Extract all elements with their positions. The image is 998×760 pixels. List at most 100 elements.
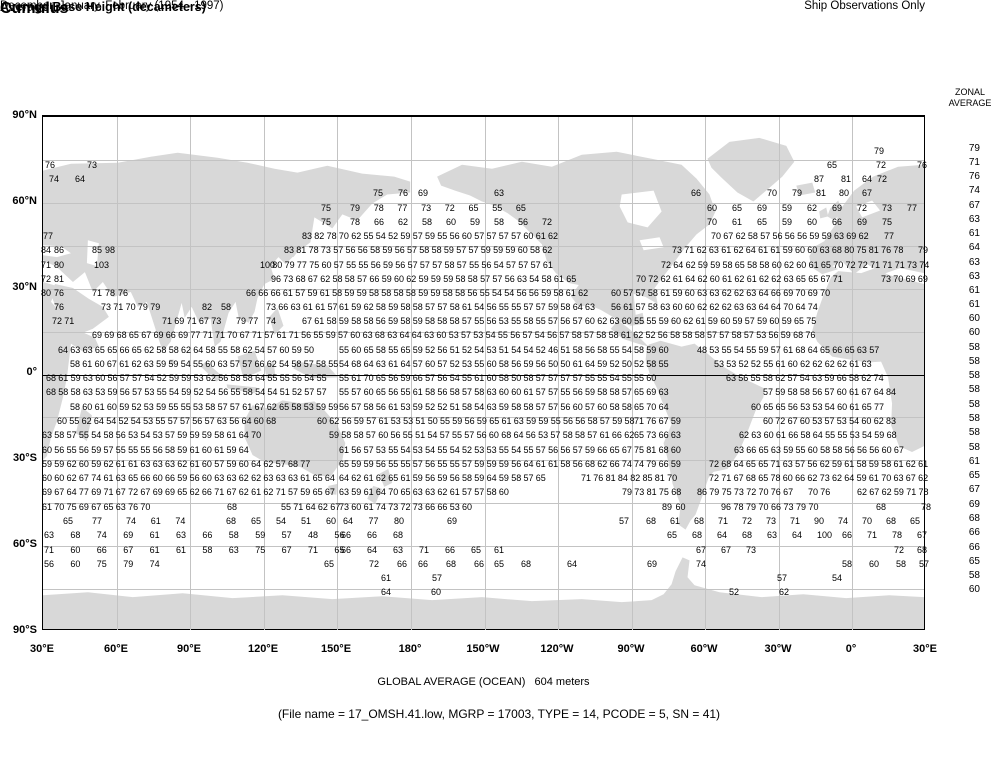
grid-value: 62: [242, 345, 253, 355]
grid-value: 59: [177, 430, 188, 440]
grid-value: 63: [609, 316, 620, 326]
grid-value: 54: [523, 345, 534, 355]
grid-value: 62: [734, 274, 745, 284]
chart-title: Cumulus: [0, 0, 69, 17]
grid-value: 68: [721, 459, 732, 469]
world-map-plot: 79 76 73 65 72 76 74 64 87 81 64 72 75 76 69 63 66 70 79 81…: [41, 115, 931, 630]
grid-value: 62: [771, 274, 782, 284]
grid-value: 61: [553, 274, 564, 284]
grid-value: 66: [445, 545, 456, 555]
grid-value: 59: [780, 330, 791, 340]
lon-axis-label: 120°W: [540, 643, 574, 655]
grid-value: 64: [400, 359, 411, 369]
grid-value: 96: [721, 502, 732, 512]
grid-value: 65: [609, 445, 620, 455]
grid-value: 55: [825, 430, 836, 440]
grid-value: 69: [165, 487, 176, 497]
grid-value: 61: [94, 402, 105, 412]
longitude-gridline: [484, 117, 486, 630]
grid-value: 61: [82, 359, 93, 369]
grid-value: 58: [800, 430, 811, 440]
grid-value: 59: [201, 430, 212, 440]
grid-value: 55: [497, 330, 508, 340]
grid-value: 58: [400, 302, 411, 312]
grid-value: 54: [180, 359, 191, 369]
grid-value: 60: [279, 345, 290, 355]
grid-value: 61: [128, 459, 139, 469]
grid-value: 61: [276, 330, 287, 340]
grid-value: 61: [535, 459, 546, 469]
grid-value: 62: [144, 345, 155, 355]
grid-value: 58: [597, 345, 608, 355]
grid-value: 59: [412, 473, 423, 483]
grid-value: 80: [839, 188, 850, 198]
grid-value: 59: [177, 445, 188, 455]
grid-value: 72: [709, 473, 720, 483]
grid-value: 65: [375, 387, 386, 397]
grid-value: 54: [485, 330, 496, 340]
grid-value: 61: [282, 288, 293, 298]
grid-value: 62: [873, 416, 884, 426]
grid-value: 65: [363, 345, 374, 355]
grid-value: 71: [251, 330, 262, 340]
grid-value: 72: [857, 203, 868, 213]
grid-value: 79: [622, 487, 633, 497]
grid-value: 79: [796, 502, 807, 512]
grid-value: 57: [535, 445, 546, 455]
grid-value: 59: [70, 373, 81, 383]
longitude-gridline: [263, 117, 265, 630]
grid-value: 63: [412, 487, 423, 497]
grid-value: 58: [799, 387, 810, 397]
longitude-gridline: [852, 117, 854, 630]
grid-value: 63: [893, 473, 904, 483]
grid-value: 57: [619, 516, 630, 526]
grid-value: 80: [844, 245, 855, 255]
grid-value: 54: [849, 416, 860, 426]
grid-value: 78: [918, 487, 929, 497]
grid-value: 58: [332, 274, 343, 284]
grid-value: 57: [584, 330, 595, 340]
grid-value: 65: [489, 416, 500, 426]
zonal-average-value: 58: [968, 384, 980, 395]
grid-value: 58: [486, 487, 497, 497]
grid-value: 64: [363, 359, 374, 369]
grid-value: 57: [407, 245, 418, 255]
grid-value: 57: [304, 387, 315, 397]
grid-value: 55: [449, 459, 460, 469]
grid-value: 84: [41, 245, 52, 255]
grid-value: 63: [708, 245, 719, 255]
grid-value: 56: [345, 245, 356, 255]
grid-value: 61: [770, 245, 781, 255]
grid-value: 62: [721, 288, 732, 298]
grid-value: 80: [394, 516, 405, 526]
grid-value: 54: [862, 430, 873, 440]
grid-value: 54: [449, 445, 460, 455]
grid-value: 64: [745, 245, 756, 255]
grid-value: 70: [338, 231, 349, 241]
grid-value: 59: [710, 260, 721, 270]
grid-value: 77: [296, 260, 307, 270]
grid-value: 68: [692, 530, 703, 540]
lon-axis-label: 150°E: [320, 643, 352, 655]
grid-value: 58: [228, 530, 239, 540]
grid-value: 56: [797, 231, 808, 241]
grid-value: 53: [486, 345, 497, 355]
grid-value: 58: [316, 359, 327, 369]
grid-value: 57: [623, 288, 634, 298]
grid-value: 64: [770, 302, 781, 312]
zonal-average-value: 76: [968, 171, 980, 182]
grid-value: 57: [824, 416, 835, 426]
grid-value: 68: [886, 516, 897, 526]
grid-value: 62: [819, 459, 830, 469]
grid-value: 60: [425, 359, 436, 369]
grid-value: 59: [383, 260, 394, 270]
grid-value: 66: [140, 473, 151, 483]
grid-value: 62: [320, 274, 331, 284]
grid-value: 55: [492, 203, 503, 213]
grid-value: 62: [548, 231, 559, 241]
grid-value: 56: [425, 459, 436, 469]
grid-value: 58: [425, 387, 436, 397]
grid-value: 65: [334, 545, 345, 555]
grid-value: 58: [759, 260, 770, 270]
grid-value: 67: [307, 274, 318, 284]
